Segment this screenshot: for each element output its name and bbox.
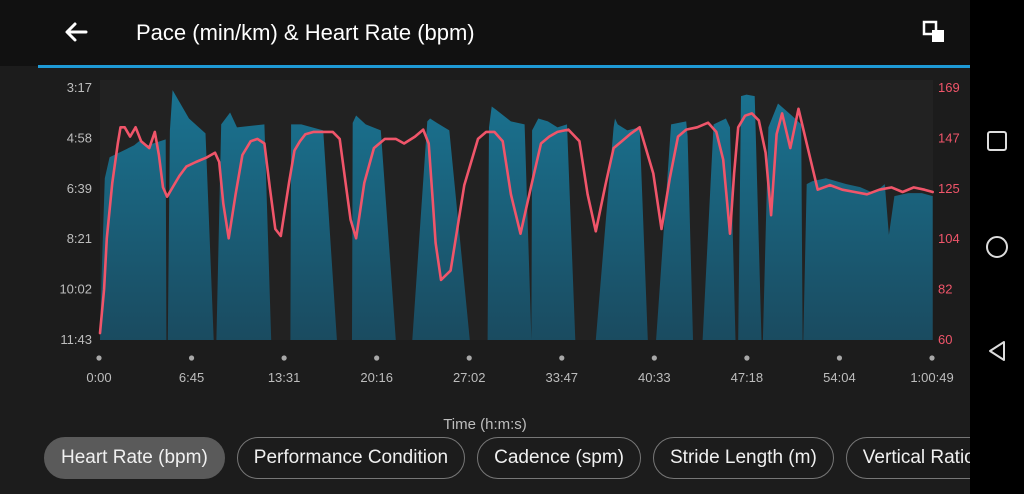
page-title: Pace (min/km) & Heart Rate (bpm)	[136, 20, 475, 45]
x-tick-dot	[559, 355, 565, 361]
heart-rate-line	[98, 107, 934, 335]
recents-button[interactable]	[982, 126, 1012, 156]
activity-chart-screen: Pace (min/km) & Heart Rate (bpm) 3:17 4:5…	[0, 0, 970, 494]
time-axis: 0:00 6:45 13:31 20:16 27:02 33:47 40:33 47:18 54…	[86, 355, 954, 385]
heart-rate-tick-label: 82	[938, 282, 952, 297]
x-tick-label: 20:16	[360, 370, 393, 385]
x-tick-label: 47:18	[731, 370, 764, 385]
fullscreen-toggle-icon	[922, 20, 944, 42]
x-tick-label: 40:33	[638, 370, 671, 385]
system-navigation-bar	[970, 0, 1024, 494]
pace-tick-label: 6:39	[67, 181, 92, 196]
metric-chip[interactable]: Stride Length (m)	[653, 437, 834, 479]
back-button[interactable]	[58, 14, 94, 50]
header-accent-line	[38, 65, 970, 68]
metric-chip-bar: Heart Rate (bpm) Performance Condition Cad…	[44, 437, 970, 479]
heart-rate-axis: 169 147 125 104 82 60	[938, 80, 960, 347]
triangle-back-icon	[989, 341, 1005, 361]
x-tick-label: 54:04	[823, 370, 856, 385]
x-tick-dot	[836, 355, 843, 361]
x-axis-title: Time (h:m:s)	[443, 416, 527, 433]
pace-tick-label: 4:58	[67, 130, 92, 145]
x-tick-dot	[466, 355, 472, 361]
pace-tick-label: 10:02	[59, 282, 92, 297]
x-tick-dot	[929, 355, 935, 361]
x-tick-label: 6:45	[179, 370, 204, 385]
x-tick-label: 33:47	[546, 370, 579, 385]
metric-chip[interactable]: Heart Rate (bpm)	[44, 437, 225, 479]
square-recents-icon	[987, 131, 1007, 151]
metric-chip[interactable]: Vertical Ratio	[845, 437, 970, 479]
pace-tick-label: 3:17	[67, 80, 92, 95]
heart-rate-tick-label: 60	[938, 332, 952, 347]
x-tick-dot	[744, 355, 750, 361]
x-tick-dot	[374, 355, 380, 361]
app-bar: Pace (min/km) & Heart Rate (bpm)	[0, 0, 970, 66]
fullscreen-button[interactable]	[916, 14, 952, 50]
heart-rate-tick-label: 104	[938, 231, 960, 246]
x-tick-dot	[96, 355, 102, 361]
heart-rate-tick-label: 147	[938, 130, 960, 145]
arrow-left-icon	[65, 22, 88, 42]
circle-home-icon	[986, 236, 1008, 258]
x-tick-label: 27:02	[453, 370, 486, 385]
heart-rate-tick-label: 125	[938, 181, 960, 196]
heart-rate-series	[98, 107, 934, 335]
x-tick-label: 13:31	[268, 370, 301, 385]
pace-heart-rate-chart[interactable]: 3:17 4:58 6:39 8:21 10:02 11:43 169 147 125 104 8…	[0, 68, 970, 388]
x-tick-label: 1:00:49	[910, 370, 953, 385]
x-tick-label: 0:00	[86, 370, 111, 385]
x-tick-dot	[188, 355, 195, 361]
home-button[interactable]	[982, 232, 1012, 262]
metric-chip[interactable]: Cadence (spm)	[477, 437, 641, 479]
metric-chip[interactable]: Performance Condition	[236, 437, 466, 479]
system-back-button[interactable]	[982, 336, 1012, 366]
x-tick-dot	[281, 355, 287, 361]
pace-tick-label: 8:21	[67, 231, 92, 246]
heart-rate-tick-label: 169	[938, 80, 960, 95]
pace-axis: 3:17 4:58 6:39 8:21 10:02 11:43	[59, 80, 92, 347]
pace-tick-label: 11:43	[60, 332, 92, 347]
x-tick-dot	[651, 355, 657, 361]
